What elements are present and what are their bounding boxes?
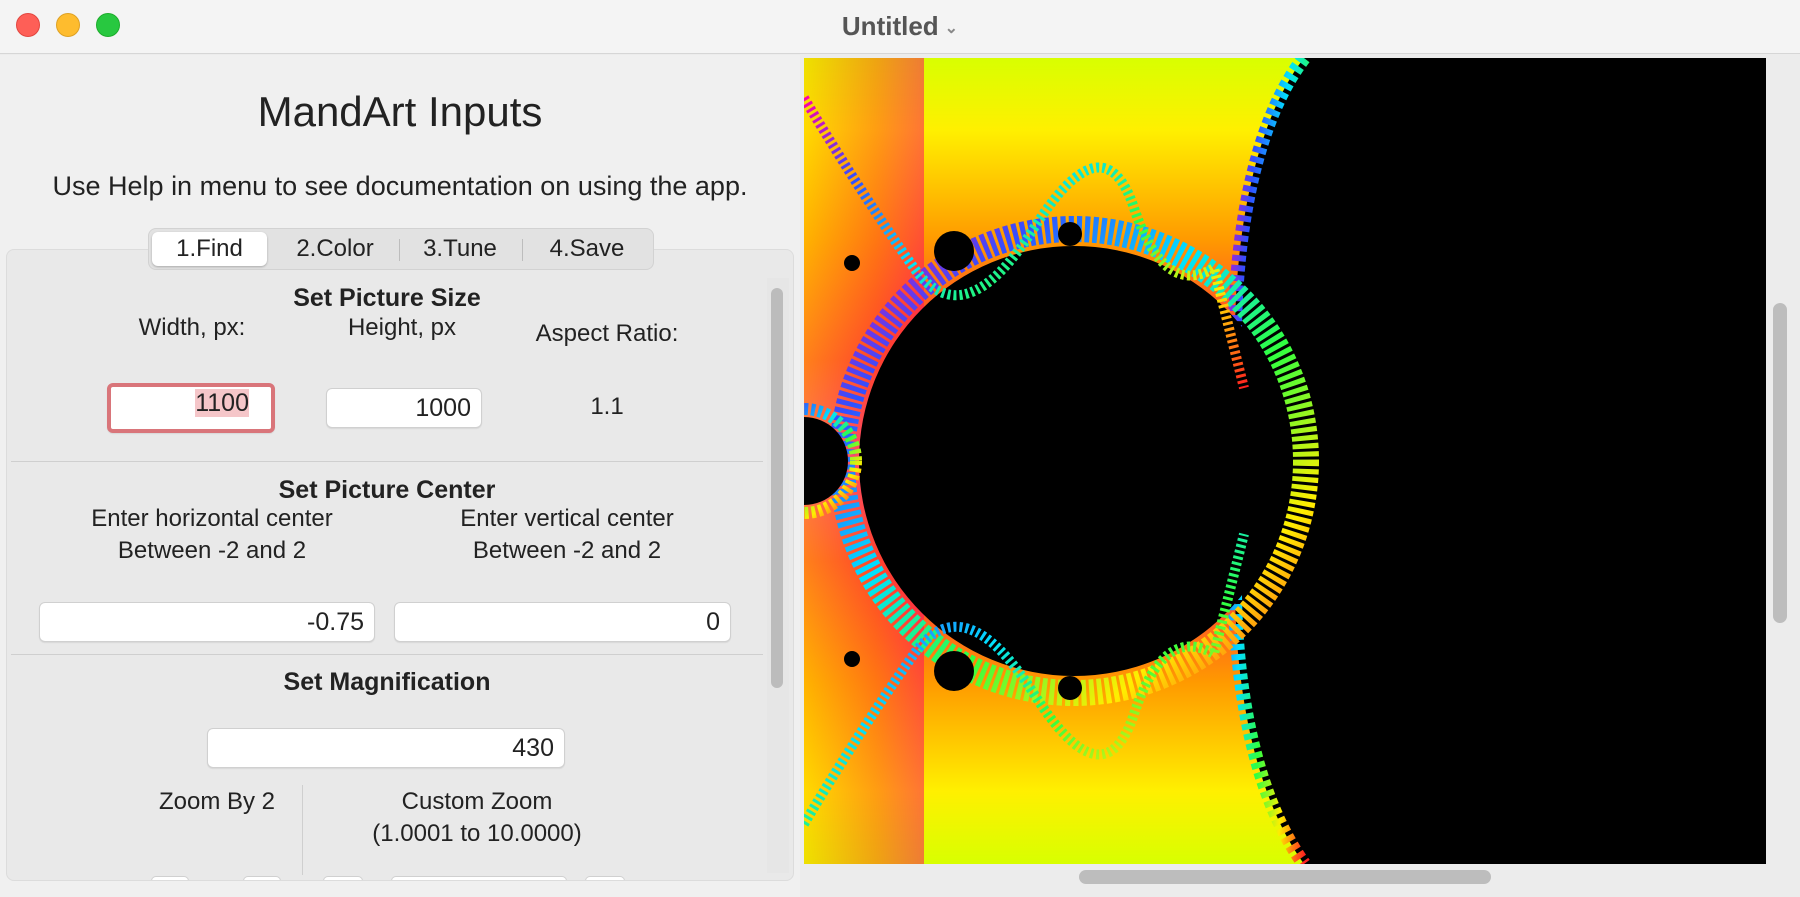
aspect-ratio-value: 1.1 — [590, 393, 624, 420]
zoom-by-2-label: Zoom By 2 — [158, 788, 276, 815]
horizontal-center-label: Enter horizontal center — [91, 505, 333, 532]
window-title-text: Untitled — [841, 11, 939, 41]
close-window-button[interactable] — [16, 13, 40, 37]
find-panel: Set Picture Size Width, px: Height, px A… — [6, 249, 794, 881]
magnification-title: Set Magnification — [283, 668, 491, 696]
vertical-center-label: Enter vertical center — [460, 505, 674, 532]
tab-save[interactable]: 4.Save — [549, 235, 625, 262]
horizontal-center-input[interactable]: -0.75 — [39, 602, 375, 642]
height-label: Height, px — [347, 314, 457, 341]
minimize-window-button[interactable] — [56, 13, 80, 37]
image-horizontal-scrollbar-thumb[interactable] — [1079, 870, 1491, 884]
width-label: Width, px: — [138, 314, 246, 341]
window-title[interactable]: Untitled ⌄ — [0, 11, 1800, 42]
aspect-ratio-label: Aspect Ratio: — [535, 320, 679, 347]
custom-zoom-input[interactable] — [391, 876, 567, 880]
custom-zoom-in-button[interactable] — [585, 876, 625, 880]
image-pane — [801, 55, 1800, 897]
zoom-out-button[interactable] — [151, 876, 189, 880]
chevron-down-icon: ⌄ — [944, 20, 959, 38]
help-text: Use Help in menu to see documentation on… — [52, 171, 748, 201]
picture-center-title: Set Picture Center — [278, 476, 496, 504]
mandelbrot-image — [804, 58, 1766, 864]
custom-zoom-label: Custom Zoom — [401, 788, 553, 815]
tab-tune[interactable]: 3.Tune — [423, 235, 497, 262]
tab-bar: 1.Find 2.Color 3.Tune 4.Save — [148, 228, 654, 270]
height-input[interactable]: 1000 — [326, 388, 482, 428]
horizontal-range-label: Between -2 and 2 — [117, 537, 307, 564]
section-divider — [11, 654, 763, 655]
title-bar: Untitled ⌄ — [0, 0, 1800, 54]
tab-separator — [522, 239, 523, 261]
tab-find[interactable]: 1.Find — [152, 232, 267, 266]
custom-zoom-out-button[interactable] — [323, 876, 363, 880]
image-vertical-scrollbar-thumb[interactable] — [1773, 303, 1787, 623]
zoom-in-button[interactable] — [243, 876, 281, 880]
vertical-range-label: Between -2 and 2 — [472, 537, 662, 564]
width-value: 1100 — [195, 389, 249, 417]
inputs-heading: MandArt Inputs — [257, 88, 543, 135]
width-input[interactable]: 1100 — [107, 383, 275, 433]
inputs-scrollbar[interactable] — [767, 278, 789, 873]
vertical-center-input[interactable]: 0 — [394, 602, 731, 642]
tab-separator — [399, 239, 400, 261]
tab-color[interactable]: 2.Color — [296, 235, 374, 262]
inputs-scrollbar-thumb[interactable] — [771, 288, 783, 688]
maximize-window-button[interactable] — [96, 13, 120, 37]
custom-zoom-range-label: (1.0001 to 10.0000) — [372, 820, 582, 847]
inputs-pane: MandArt Inputs Use Help in menu to see d… — [0, 55, 800, 897]
mandelbrot-canvas[interactable] — [804, 58, 1766, 864]
magnification-input[interactable]: 430 — [207, 728, 565, 768]
section-divider — [11, 461, 763, 462]
zoom-separator — [302, 785, 303, 875]
picture-size-title: Set Picture Size — [293, 284, 481, 312]
